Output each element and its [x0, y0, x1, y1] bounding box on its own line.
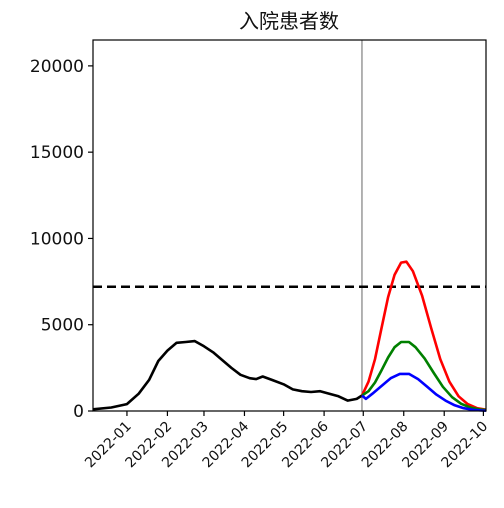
series-line-0	[92, 339, 363, 411]
y-tick-label: 15000	[30, 143, 84, 163]
y-tick-label: 10000	[30, 229, 84, 249]
y-tick-label: 0	[73, 402, 84, 422]
y-axis: 0 5000 10000 15000 20000	[30, 57, 93, 422]
chart-title: 入院患者数	[239, 9, 339, 33]
plot-frame	[92, 39, 487, 412]
plot-area	[92, 40, 487, 412]
series-line-3	[361, 372, 487, 412]
x-axis: 2022-012022-022022-032022-042022-052022-…	[82, 411, 491, 471]
y-tick-label: 5000	[41, 316, 84, 336]
series-line-2	[361, 340, 487, 412]
series-line-1	[360, 260, 487, 411]
y-tick-label: 20000	[30, 57, 84, 77]
